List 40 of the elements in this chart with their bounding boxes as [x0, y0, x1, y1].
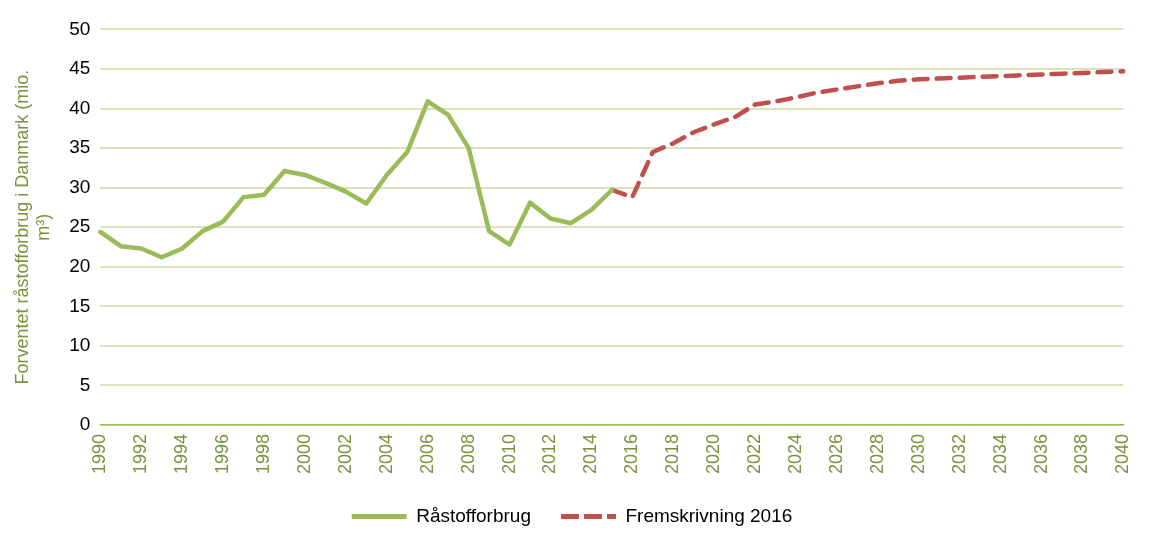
x-tick-label: 2012	[539, 433, 560, 474]
x-tick-label: 2002	[334, 433, 355, 474]
x-tick-label: 2040	[1112, 433, 1133, 474]
x-tick-label: 2014	[580, 433, 601, 474]
x-tick-label: 2026	[825, 433, 846, 474]
y-tick-label: 20	[69, 254, 91, 276]
x-tick-label: 2010	[498, 433, 519, 474]
y-tick-label: 50	[69, 17, 91, 39]
y-tick-label: 45	[69, 57, 91, 79]
y-tick-label: 25	[69, 215, 91, 237]
y-tick-label: 5	[79, 373, 91, 395]
x-tick-label: 2000	[293, 433, 314, 474]
y-tick-label: 30	[69, 175, 91, 197]
legend-label: Fremskrivning 2016	[625, 504, 793, 526]
x-tick-label: 1996	[212, 433, 233, 474]
x-tick-label: 1998	[252, 433, 273, 474]
legend-label: Råstofforbrug	[416, 504, 531, 526]
x-tick-label: 2028	[866, 433, 887, 474]
y-tick-label: 0	[79, 413, 91, 435]
y-axis-title: Forventet råstofforbrug i Danmark (mio. m³)	[11, 69, 54, 385]
x-tick-label: 2018	[662, 433, 683, 474]
x-tick-label: 2004	[375, 433, 396, 474]
x-tick-label: 1992	[130, 433, 151, 474]
x-tick-label: 2030	[907, 433, 928, 474]
y-tick-label: 40	[69, 96, 91, 118]
x-tick-label: 2036	[1030, 433, 1051, 474]
x-tick-label: 2038	[1071, 433, 1092, 474]
x-tick-label: 1994	[171, 433, 192, 474]
x-tick-label: 2032	[948, 433, 969, 474]
x-tick-label: 2016	[621, 433, 642, 474]
x-tick-label: 2020	[703, 433, 724, 474]
x-tick-label: 1990	[89, 433, 110, 474]
x-tick-label: 2024	[784, 433, 805, 474]
y-tick-label: 35	[69, 136, 91, 158]
x-tick-label: 2022	[744, 433, 765, 474]
y-tick-label: 10	[69, 334, 91, 356]
x-tick-label: 2006	[416, 433, 437, 474]
x-tick-label: 2008	[457, 433, 478, 474]
x-tick-label: 2034	[989, 433, 1010, 474]
y-tick-label: 15	[69, 294, 91, 316]
